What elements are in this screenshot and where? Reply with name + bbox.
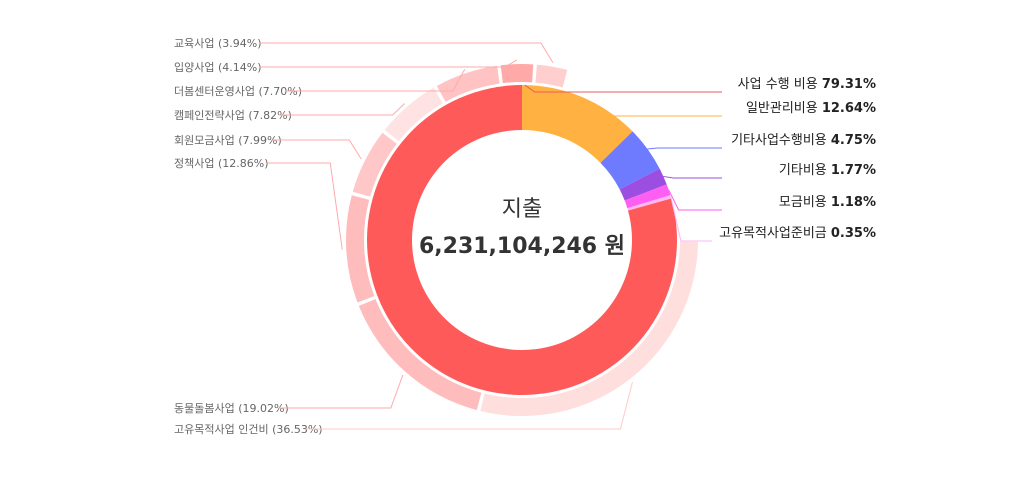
outer-label: 교육사업 (3.94%): [174, 37, 262, 50]
right-labels: 사업 수행 비용 79.31% 일반관리비용 12.64% 기타사업수행비용 4.7…: [524, 76, 876, 242]
outer-leader-line: [265, 162, 343, 250]
outer-slice: [500, 64, 534, 84]
outer-leader-line: [259, 42, 554, 63]
inner-leader-line: [581, 96, 722, 117]
outer-slice: [535, 64, 568, 88]
inner-leader-line: [668, 189, 722, 211]
outer-slice: [352, 132, 397, 197]
outer-leader-line: [272, 139, 362, 160]
inner-label: 모금비용 1.18%: [779, 195, 876, 210]
outer-label: 정책사업 (12.86%): [174, 157, 269, 170]
center-total-value: 6,231,104,246 원: [419, 234, 625, 259]
inner-label: 기타비용 1.77%: [779, 163, 876, 178]
inner-label: 기타사업수행비용 4.75%: [731, 132, 876, 148]
outer-leader-line: [279, 103, 405, 116]
outer-label: 고유목적사업 인건비 (36.53%): [174, 423, 323, 436]
outer-label: 입양사업 (4.14%): [174, 61, 262, 74]
outer-label: 더봄센터운영사업 (7.70%): [174, 85, 302, 98]
inner-label: 사업 수행 비용 79.31%: [738, 76, 876, 92]
outer-leader-line: [259, 59, 518, 68]
inner-slice: [624, 184, 671, 209]
inner-label: 일반관리비용 12.64%: [746, 101, 876, 116]
outer-slice: [384, 87, 443, 142]
outer-ring: [346, 64, 698, 416]
inner-leader-line: [524, 84, 722, 93]
inner-slice: [619, 168, 667, 201]
inner-ring: [367, 85, 677, 396]
left-labels: 고유목적사업 인건비 (36.53%) 동물돌봄사업 (19.02%) 정책사업 (…: [174, 37, 633, 436]
inner-leader-line: [647, 147, 722, 150]
center-title: 지출: [502, 197, 542, 222]
outer-label: 캠페인전략사업 (7.82%): [174, 109, 292, 122]
outer-leader-line: [285, 69, 466, 92]
outer-slice: [480, 241, 698, 416]
inner-label: 고유목적사업준비금 0.35%: [719, 226, 876, 241]
inner-leader-line: [663, 175, 722, 179]
outer-leader-line: [305, 382, 633, 430]
outer-leader-line: [279, 374, 404, 409]
outer-slice: [358, 299, 482, 411]
inner-slice: [522, 85, 633, 163]
outer-label: 회원모금사업 (7.99%): [174, 134, 282, 147]
outer-slice: [436, 65, 500, 102]
inner-slice: [600, 131, 660, 190]
inner-slice: [627, 195, 672, 211]
outer-slice: [346, 195, 375, 303]
outer-label: 동물돌봄사업 (19.02%): [174, 402, 289, 415]
inner-leader-line: [670, 196, 712, 242]
